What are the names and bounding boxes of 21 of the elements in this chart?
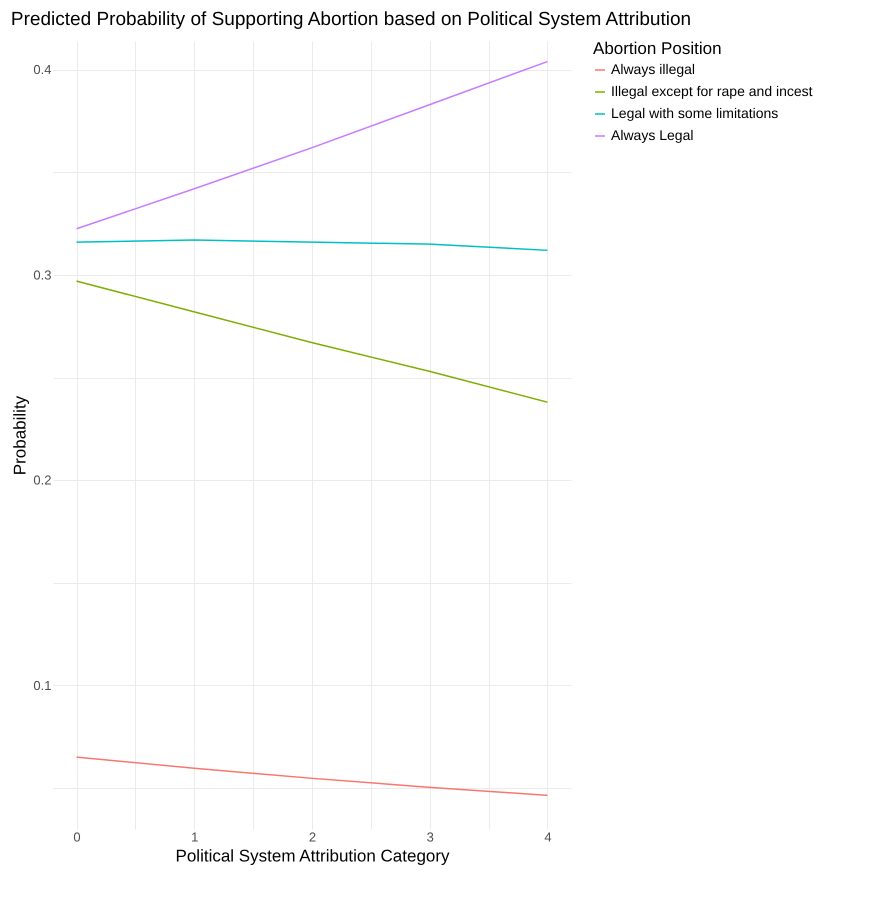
x-tick-label: 1 [191, 830, 198, 844]
line-series [76, 756, 548, 796]
line-series [76, 60, 548, 230]
y-tick-label: 0.4 [33, 62, 52, 78]
legend-label: Illegal except for rape and incest [611, 83, 813, 99]
x-tick-label: 4 [544, 830, 552, 844]
y-tick-label: 0.1 [33, 678, 52, 693]
line-series [76, 280, 548, 403]
x-axis-title: Political System Attribution Category [175, 846, 450, 866]
legend-label: Always illegal [611, 61, 696, 77]
legend-title: Abortion Position [593, 39, 722, 58]
chart-title: Predicted Probability of Supporting Abortion based on Political System Attribution [10, 9, 692, 30]
x-tick-label: 3 [426, 830, 434, 844]
line-series [76, 239, 548, 252]
legend-label: Legal with some limitations [611, 105, 778, 121]
y-tick-label: 0.2 [33, 472, 52, 488]
x-tick-label: 2 [308, 830, 316, 844]
y-axis-title: Probability [10, 395, 30, 476]
x-tick-label: 0 [73, 830, 81, 844]
y-tick-label: 0.3 [33, 267, 52, 282]
legend-label: Always Legal [611, 127, 694, 143]
